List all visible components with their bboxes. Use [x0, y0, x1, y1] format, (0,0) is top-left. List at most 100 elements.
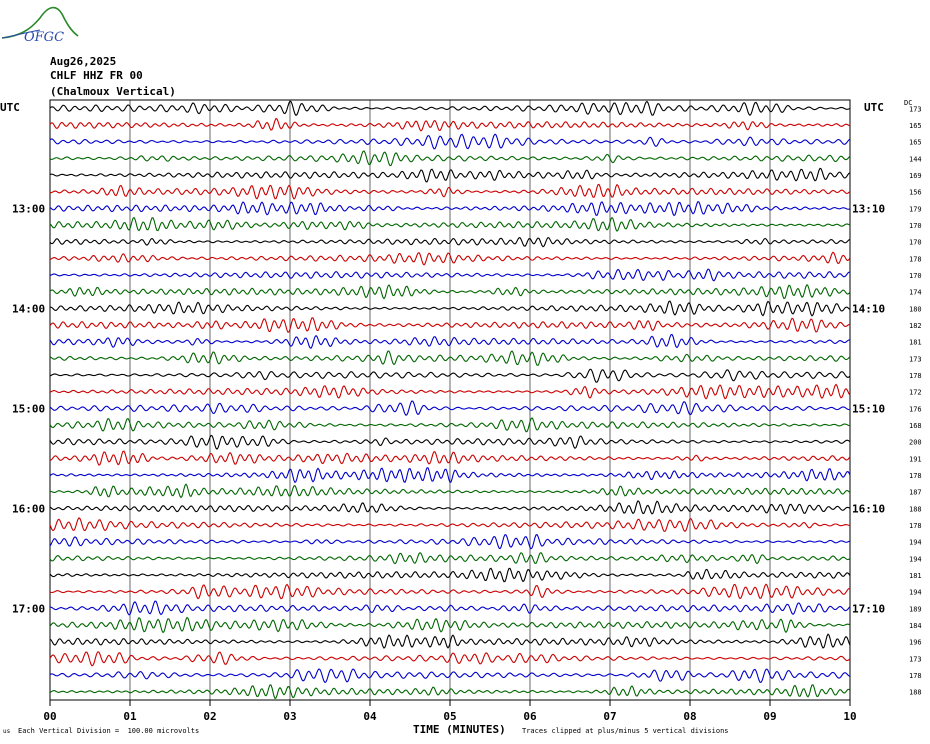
x-tick-label: 08: [683, 710, 696, 723]
seismic-trace: [49, 633, 851, 649]
dc-offset-label: 174: [909, 289, 922, 297]
seismic-trace: [49, 100, 851, 117]
dc-offset-label: 200: [909, 439, 922, 447]
time-label-left: 17:00: [12, 602, 45, 615]
seismic-trace: [49, 616, 851, 634]
x-tick-label: 03: [283, 710, 296, 723]
dc-offset-label: 188: [909, 689, 922, 697]
x-tick-label: 02: [203, 710, 216, 723]
x-tick-label: 06: [523, 710, 537, 723]
seismic-trace: [49, 383, 851, 400]
x-tick-label: 05: [443, 710, 456, 723]
seismic-trace: [49, 167, 851, 183]
corner-mark: us: [3, 728, 11, 735]
record-date: Aug26,2025: [50, 55, 117, 68]
seismic-trace: [49, 368, 851, 383]
seismic-trace: [49, 350, 851, 366]
seismic-trace: [49, 500, 851, 515]
x-tick-label: 04: [363, 710, 377, 723]
seismic-trace: [49, 517, 851, 533]
dc-offset-label: 178: [909, 472, 922, 480]
seismic-trace: [49, 450, 851, 466]
dc-offset-label: 181: [909, 339, 922, 347]
dc-offset-label: 173: [909, 105, 922, 113]
seismic-trace: [49, 300, 851, 317]
x-axis-label: TIME (MINUTES): [413, 723, 506, 736]
time-label-left: 13:00: [12, 202, 45, 215]
x-tick-label: 01: [123, 710, 137, 723]
dc-offset-label: 178: [909, 522, 922, 530]
utc-label-left: UTC: [0, 101, 20, 114]
seismic-trace: [49, 317, 851, 333]
seismic-trace: [49, 551, 851, 565]
seismic-trace: [49, 200, 851, 217]
station-code: CHLF HHZ FR 00: [50, 69, 143, 82]
time-label-right: 14:10: [852, 302, 885, 315]
time-label-right: 15:10: [852, 402, 885, 415]
dc-offset-label: 169: [909, 172, 922, 180]
dc-offset-label: 178: [909, 672, 922, 680]
dc-offset-label: 189: [909, 605, 922, 613]
seismic-trace: [49, 483, 851, 499]
seismic-trace: [49, 133, 851, 150]
seismic-trace: [49, 183, 851, 200]
time-label-left: 16:00: [12, 502, 45, 515]
x-tick-label: 10: [843, 710, 856, 723]
seismic-trace: [49, 434, 851, 450]
dc-offset-label: 172: [909, 389, 922, 397]
time-label-right: 13:10: [852, 202, 885, 215]
seismic-trace: [49, 417, 851, 433]
dc-offset-label: 170: [909, 222, 922, 230]
dc-offset-label: 184: [909, 622, 922, 630]
dc-offset-label: 194: [909, 555, 922, 563]
seismic-trace: [49, 150, 851, 167]
seismic-trace: [49, 283, 851, 300]
dc-offset-label: 165: [909, 139, 922, 147]
seismic-trace: [49, 684, 851, 700]
seismic-trace: [49, 237, 851, 248]
dc-offset-label: 173: [909, 655, 922, 663]
seismic-trace: [49, 567, 851, 583]
seismic-trace: [49, 268, 851, 282]
dc-offset-label: 156: [909, 189, 922, 197]
dc-offset-label: 187: [909, 489, 922, 497]
seismic-trace: [49, 251, 851, 266]
dc-offset-label: 168: [909, 422, 922, 430]
dc-offset-label: 194: [909, 589, 922, 597]
clip-note: Traces clipped at plus/minus 5 vertical …: [522, 727, 729, 735]
dc-offset-label: 179: [909, 205, 922, 213]
dc-offset-label: 178: [909, 372, 922, 380]
seismic-trace: [49, 333, 851, 349]
seismic-trace: [49, 117, 851, 132]
dc-offset-label: 144: [909, 155, 922, 163]
logo-text: OFGC: [24, 30, 64, 44]
seismic-trace: [49, 651, 851, 667]
seismic-trace: [49, 583, 851, 600]
dc-offset-label: 170: [909, 272, 922, 280]
dc-offset-label: 173: [909, 355, 922, 363]
dc-offset-label: 178: [909, 255, 922, 263]
time-label-left: 15:00: [12, 402, 45, 415]
seismic-trace: [49, 216, 851, 232]
x-tick-label: 07: [603, 710, 616, 723]
dc-offset-label: 191: [909, 455, 922, 463]
dc-offset-label: 165: [909, 122, 922, 130]
time-label-right: 16:10: [852, 502, 885, 515]
dc-column-label: DC: [904, 99, 913, 107]
x-tick-label: 00: [43, 710, 56, 723]
time-label-right: 17:10: [852, 602, 885, 615]
dc-offset-label: 188: [909, 505, 922, 513]
dc-offset-label: 170: [909, 239, 922, 247]
dc-offset-label: 196: [909, 639, 922, 647]
utc-label-right: UTC: [864, 101, 884, 114]
dc-offset-label: 180: [909, 305, 922, 313]
seismic-trace: [49, 600, 851, 616]
seismic-trace: [49, 668, 851, 684]
dc-offset-label: 182: [909, 322, 922, 330]
ofgc-logo: OFGC: [1, 6, 79, 44]
seismic-trace: [49, 400, 851, 416]
dc-offset-label: 176: [909, 405, 922, 413]
time-label-left: 14:00: [12, 302, 45, 315]
dc-offset-label: 181: [909, 572, 922, 580]
